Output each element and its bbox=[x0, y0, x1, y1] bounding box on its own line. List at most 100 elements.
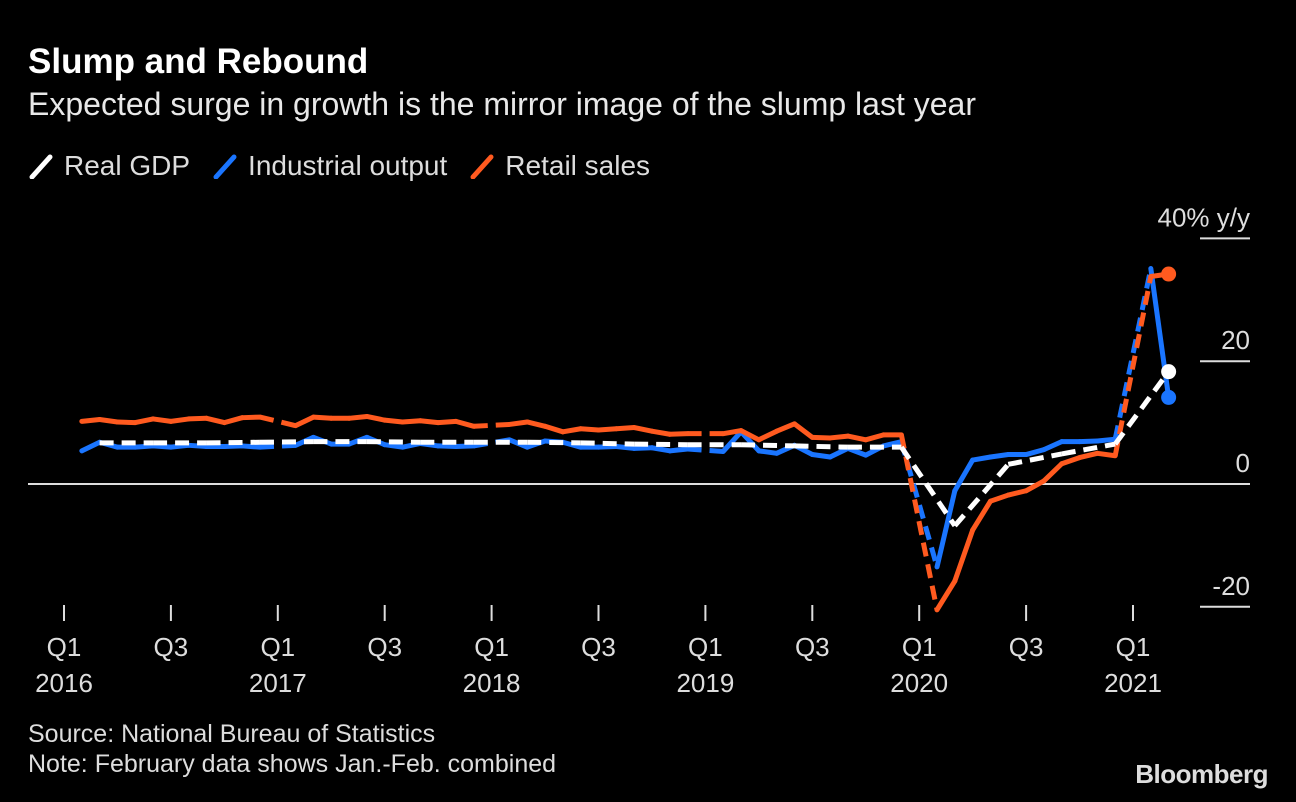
line-segment bbox=[1041, 461, 1065, 484]
line-segment bbox=[613, 425, 637, 432]
line-segment bbox=[1023, 478, 1047, 494]
line-segment bbox=[221, 443, 245, 450]
line-segment bbox=[649, 445, 673, 454]
line-segment bbox=[687, 446, 724, 454]
line-segment bbox=[206, 439, 261, 446]
x-year-label: 2019 bbox=[676, 668, 734, 698]
x-year-label: 2020 bbox=[890, 668, 948, 698]
legend-item-retail-sales[interactable]: Retail sales bbox=[469, 150, 650, 182]
line-segment bbox=[580, 440, 635, 447]
line-segment bbox=[542, 423, 566, 435]
line-segment bbox=[310, 414, 334, 421]
line-segment bbox=[150, 443, 174, 450]
legend-label: Retail sales bbox=[505, 150, 651, 181]
line-segment bbox=[952, 527, 976, 584]
line-segment bbox=[79, 417, 103, 424]
series-retail-sales bbox=[79, 266, 1177, 613]
line-segment bbox=[1059, 455, 1083, 467]
line-segment bbox=[346, 413, 370, 421]
line-segment bbox=[774, 421, 797, 434]
line-segment bbox=[1077, 438, 1100, 445]
y-tick-label: 40% y/y bbox=[1158, 202, 1251, 232]
line-segment bbox=[382, 442, 406, 450]
line-segment bbox=[970, 498, 993, 533]
source-text: Source: National Bureau of Statistics bbox=[28, 720, 436, 748]
legend-label: Industrial output bbox=[248, 150, 448, 181]
line-segment bbox=[132, 416, 156, 426]
line-segment bbox=[239, 443, 263, 450]
line-segment bbox=[1023, 447, 1047, 458]
y-tick-label: 20 bbox=[1221, 325, 1250, 355]
line-segment bbox=[132, 443, 156, 450]
line-segment bbox=[952, 457, 976, 494]
line-segment bbox=[596, 444, 619, 450]
line-segment bbox=[738, 429, 762, 454]
x-tick-label: Q1 bbox=[688, 632, 723, 662]
line-segment bbox=[1094, 436, 1118, 444]
line-segment bbox=[1061, 441, 1116, 457]
line-segment bbox=[934, 578, 958, 613]
line-segment bbox=[259, 414, 297, 429]
line-segment bbox=[259, 442, 296, 450]
legend-item-industrial-output[interactable]: Industrial output bbox=[212, 150, 447, 182]
endpoint-marker bbox=[1161, 364, 1177, 380]
line-segment bbox=[631, 425, 655, 434]
legend-label: Real GDP bbox=[64, 150, 191, 181]
line-segment bbox=[524, 419, 548, 429]
line-segment bbox=[649, 428, 673, 437]
note-text: Note: February data shows Jan.-Feb. comb… bbox=[28, 750, 557, 778]
line-segment bbox=[417, 418, 441, 426]
x-year-label: 2016 bbox=[35, 668, 93, 698]
x-tick-label: Q3 bbox=[795, 632, 830, 662]
line-segment bbox=[596, 426, 619, 433]
line-segment bbox=[382, 417, 406, 425]
x-axis: Q1 2016 Q3 Q1 2017 Q3 Q1 2018 Q3 Q1 2019 Q3 Q1 2020 Q3… bbox=[35, 605, 1162, 698]
endpoint-marker bbox=[1161, 266, 1177, 282]
line-segment bbox=[293, 414, 316, 429]
legend: Real GDP Industrial output Retail sales bbox=[28, 150, 650, 182]
line-segment bbox=[204, 415, 227, 426]
line-segment bbox=[952, 462, 1011, 528]
x-year-label: 2018 bbox=[463, 668, 521, 698]
chart-title: Slump and Rebound bbox=[28, 42, 369, 81]
line-segment bbox=[970, 454, 993, 463]
line-segment bbox=[827, 445, 851, 460]
line-segment bbox=[79, 439, 103, 454]
line-segment bbox=[1094, 450, 1118, 459]
line-segment bbox=[1077, 450, 1100, 461]
line-segment bbox=[740, 442, 795, 449]
x-year-label: 2017 bbox=[249, 668, 307, 698]
line-segment bbox=[506, 419, 530, 427]
line-segment bbox=[239, 414, 263, 421]
line-segment bbox=[809, 452, 833, 460]
line-segment bbox=[934, 488, 958, 570]
line-segment bbox=[791, 421, 815, 440]
line-segment bbox=[720, 429, 744, 454]
line-segment bbox=[667, 446, 691, 454]
y-axis: 40% y/y 20 0 -20 bbox=[28, 202, 1251, 608]
x-tick-label: Q1 bbox=[260, 632, 295, 662]
line-segment bbox=[613, 444, 637, 451]
line-segment bbox=[186, 442, 210, 450]
line-segment bbox=[400, 418, 423, 425]
line-segment bbox=[634, 441, 688, 448]
line-segment bbox=[738, 428, 762, 443]
line-segment bbox=[1041, 439, 1065, 453]
legend-item-real-gdp[interactable]: Real GDP bbox=[28, 150, 190, 182]
line-segment bbox=[756, 448, 780, 456]
chart-subtitle: Expected surge in growth is the mirror i… bbox=[28, 86, 976, 122]
y-tick-label: -20 bbox=[1212, 571, 1250, 601]
line-segment bbox=[453, 443, 477, 450]
line-segment bbox=[435, 418, 459, 426]
line-segment bbox=[1007, 451, 1063, 467]
legend-swatch-white-icon bbox=[29, 154, 53, 179]
x-tick-label: Q3 bbox=[154, 632, 189, 662]
line-segment bbox=[898, 434, 940, 611]
line-segment bbox=[168, 442, 192, 450]
line-segment bbox=[364, 413, 388, 423]
line-segment bbox=[827, 433, 851, 441]
x-tick-label: Q3 bbox=[1009, 632, 1044, 662]
line-segment bbox=[794, 443, 848, 450]
line-segment bbox=[987, 492, 1011, 504]
